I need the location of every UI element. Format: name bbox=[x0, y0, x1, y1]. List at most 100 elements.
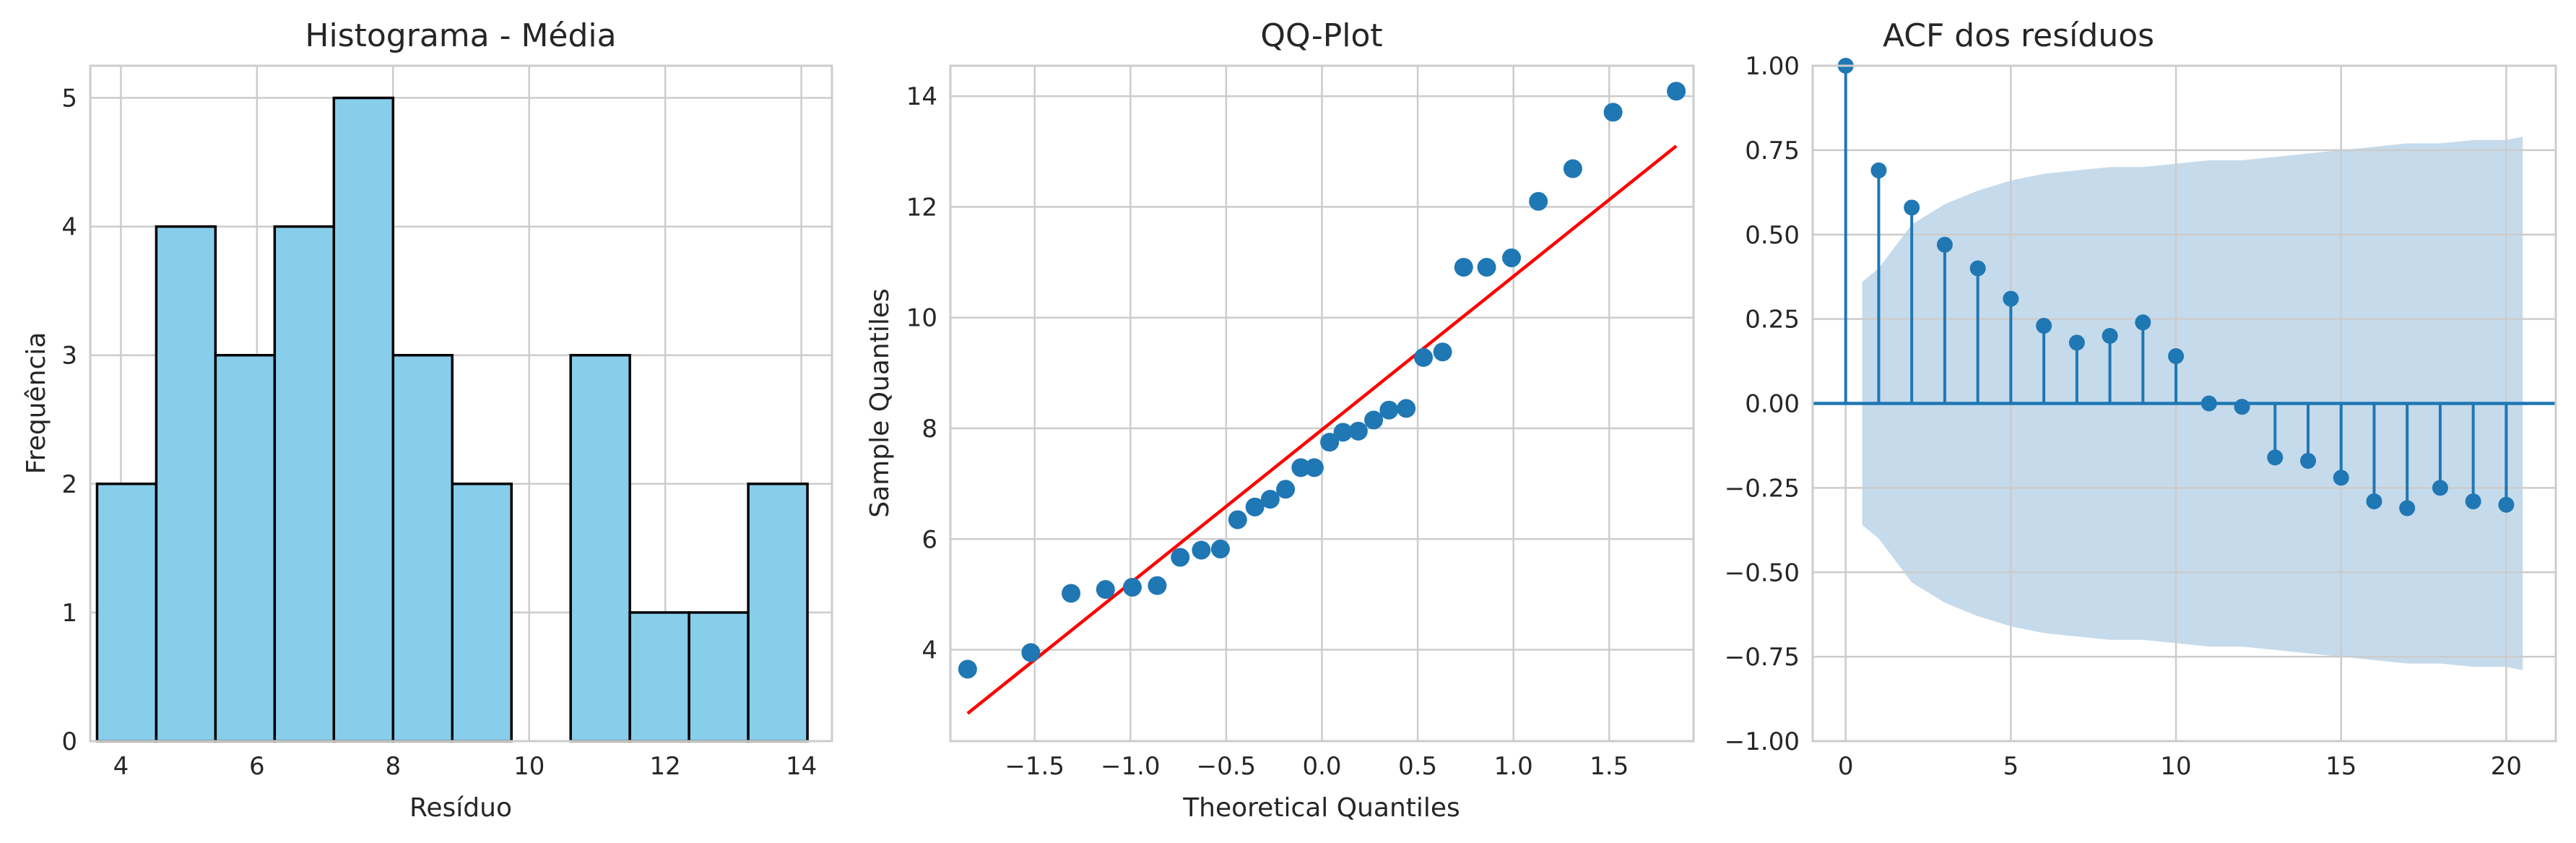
histogram-x-label: Resíduo bbox=[409, 793, 512, 823]
acf-point bbox=[2465, 493, 2481, 510]
acf-x-tick-label: 0 bbox=[1838, 752, 1854, 781]
acf-title: ACF dos resíduos bbox=[1883, 17, 2154, 54]
qq-reference-line bbox=[966, 144, 1678, 715]
qq-point bbox=[1333, 423, 1353, 442]
histogram-bar bbox=[569, 353, 631, 743]
qq-point bbox=[1667, 82, 1686, 101]
acf-x-tick-label: 5 bbox=[2003, 752, 2019, 781]
acf-y-tick-label: 0.50 bbox=[1745, 221, 1800, 250]
histogram-plot-area bbox=[89, 64, 833, 743]
qq-x-tick-label: 0.5 bbox=[1398, 752, 1437, 781]
qq-point bbox=[1603, 103, 1623, 122]
acf-y-tick-label: −0.25 bbox=[1725, 474, 1800, 503]
qq-x-tick-label: −0.5 bbox=[1197, 752, 1257, 781]
qq-y-label: Sample Quantiles bbox=[865, 288, 895, 517]
acf-point bbox=[2036, 317, 2052, 334]
qq-point bbox=[1260, 490, 1280, 509]
acf-y-tick-label: 0.75 bbox=[1745, 137, 1800, 165]
acf-y-tick-label: 0.00 bbox=[1745, 390, 1800, 419]
acf-point bbox=[2003, 290, 2019, 307]
acf-x-tick-label: 15 bbox=[2325, 752, 2356, 781]
qq-point bbox=[1477, 257, 1496, 277]
qq-point bbox=[1379, 400, 1399, 420]
acf-point bbox=[2267, 449, 2284, 466]
acf-point bbox=[2432, 480, 2448, 496]
qq-plot-panel: QQ-Plot −1.5 −1.0 −0.5 0.0 0.5 1.0 1.5 4 6 8 10 12 1… bbox=[865, 17, 1695, 823]
qq-plot-title: QQ-Plot bbox=[1260, 17, 1382, 54]
qq-point bbox=[1320, 433, 1340, 452]
qq-point bbox=[1414, 347, 1434, 367]
histogram-x-tick-label: 6 bbox=[249, 752, 265, 781]
acf-panel: ACF dos resíduos 0 5 10 15 20 −1.00 −0.75 −0.50… bbox=[1725, 17, 2557, 781]
acf-point bbox=[2333, 470, 2349, 486]
qq-x-tick-label: 1.0 bbox=[1494, 752, 1533, 781]
histogram-bar bbox=[155, 225, 217, 743]
acf-point bbox=[1904, 199, 1920, 216]
qq-point bbox=[1364, 410, 1384, 430]
acf-y-tick-label: 0.25 bbox=[1745, 306, 1800, 334]
acf-point bbox=[2102, 328, 2118, 344]
qq-point bbox=[1291, 458, 1311, 477]
qq-point bbox=[1021, 643, 1041, 662]
qq-point bbox=[1529, 191, 1548, 211]
acf-y-tick-label: −0.75 bbox=[1725, 643, 1800, 672]
histogram-bar bbox=[332, 96, 395, 743]
qq-point bbox=[1245, 497, 1265, 516]
acf-plot-area bbox=[1811, 64, 2557, 743]
qq-point bbox=[1454, 257, 1473, 277]
acf-y-tick-label: 1.00 bbox=[1745, 52, 1800, 81]
qq-y-tick-label: 14 bbox=[906, 82, 937, 111]
acf-point bbox=[2300, 452, 2316, 469]
histogram-bar bbox=[391, 353, 454, 743]
histogram-bar bbox=[628, 611, 690, 743]
acf-x-tick-label: 20 bbox=[2491, 752, 2522, 781]
qq-point bbox=[1062, 584, 1081, 603]
qq-point bbox=[1563, 159, 1582, 178]
histogram-x-tick-label: 8 bbox=[385, 752, 401, 781]
qq-x-tick-label: 1.5 bbox=[1590, 752, 1629, 781]
acf-y-tick-label: −0.50 bbox=[1725, 558, 1800, 587]
qq-y-tick-label: 4 bbox=[921, 636, 937, 665]
acf-point bbox=[2399, 500, 2416, 516]
qq-point bbox=[1502, 248, 1522, 267]
acf-point bbox=[2135, 314, 2151, 331]
qq-x-tick-label: 0.0 bbox=[1302, 752, 1341, 781]
acf-point bbox=[2068, 334, 2085, 351]
acf-point bbox=[2366, 493, 2382, 510]
acf-point bbox=[2200, 395, 2217, 412]
histogram-title: Histograma - Média bbox=[305, 17, 616, 54]
qq-point bbox=[1171, 548, 1190, 567]
histogram-y-tick-label: 0 bbox=[61, 727, 77, 756]
histogram-bar bbox=[273, 225, 336, 743]
histogram-bar bbox=[451, 483, 513, 743]
histogram-y-tick-label: 2 bbox=[61, 470, 77, 499]
acf-x-tick-label: 10 bbox=[2160, 752, 2191, 781]
qq-x-tick-label: −1.0 bbox=[1101, 752, 1161, 781]
histogram-bar bbox=[747, 483, 809, 743]
histogram-bar bbox=[688, 611, 750, 743]
histogram-y-tick-label: 5 bbox=[61, 85, 77, 113]
qq-point bbox=[1397, 399, 1416, 418]
histogram-y-tick-label: 3 bbox=[61, 342, 77, 371]
qq-point bbox=[1348, 421, 1368, 441]
histogram-bar bbox=[95, 483, 158, 743]
acf-point bbox=[2498, 496, 2515, 513]
qq-x-label: Theoretical Quantiles bbox=[1182, 793, 1460, 823]
qq-point bbox=[1148, 576, 1167, 595]
qq-y-tick-label: 8 bbox=[921, 415, 937, 444]
histogram-x-tick-label: 14 bbox=[786, 752, 817, 781]
qq-point bbox=[1276, 480, 1296, 499]
histogram-y-tick-label: 4 bbox=[61, 213, 77, 242]
histogram-y-tick-label: 1 bbox=[61, 599, 77, 628]
qq-point bbox=[1433, 342, 1452, 362]
acf-point bbox=[2168, 348, 2185, 365]
acf-point bbox=[1870, 162, 1887, 178]
qq-point bbox=[958, 660, 977, 679]
acf-y-tick-label: −1.00 bbox=[1725, 727, 1800, 756]
acf-point bbox=[1936, 236, 1953, 253]
histogram-bar bbox=[214, 353, 277, 743]
qq-plot-area bbox=[949, 64, 1695, 743]
qq-point bbox=[1192, 540, 1211, 560]
histogram-x-tick-label: 10 bbox=[513, 752, 545, 781]
